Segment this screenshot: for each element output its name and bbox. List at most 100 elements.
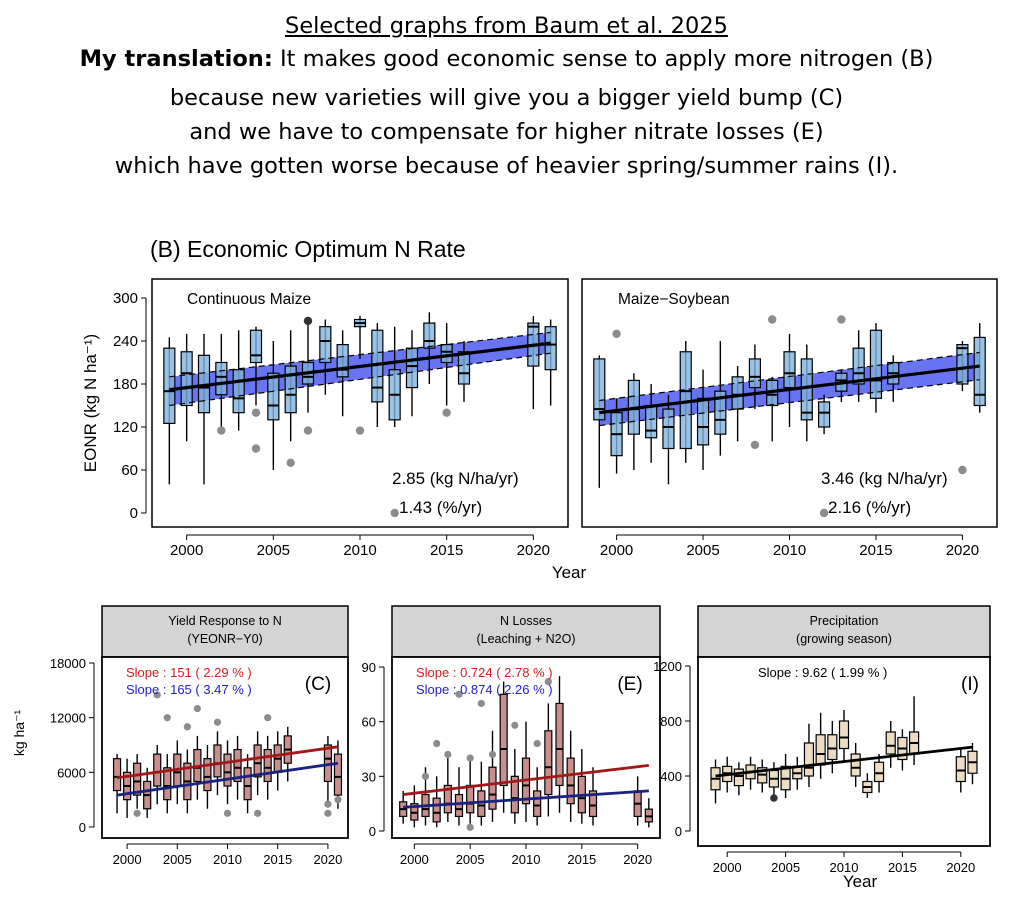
outlier-b2-0 [612,329,621,339]
outlier-e-1 [433,739,441,748]
box-i-10 [827,734,838,761]
annotation-pct-b2: 2.16 (%/yr) [828,498,911,517]
header-line-1: Selected graphs from Baum et al. 2025 [285,13,728,39]
x-tick-label-i-1: 2005 [771,860,800,875]
y-tick-label-c-0: 0 [79,820,86,835]
y-tick-label-c-3: 18000 [50,656,86,671]
x-tick-label-e-2: 2010 [512,852,541,867]
y-tick-label-b1-0: 0 [130,505,138,522]
outlier-e-5 [477,699,485,708]
x-tick-label-b2-0: 2000 [600,542,633,559]
x-tick-label-b2-1: 2005 [686,542,719,559]
x-tick-label-b1-4: 2020 [517,542,550,559]
legend-entry-c-1: Slope : 165 ( 3.47 % ) [126,682,252,697]
panel-tag-c: (C) [305,674,331,695]
box-b2-9 [748,358,762,389]
box-i-15 [885,731,896,755]
box-c-5 [163,767,172,801]
outlier-b1-2 [251,444,261,453]
header-line-2-bold: My translation: [79,46,273,72]
box-b1-15 [423,322,436,349]
strip-title-e: N Losses [500,614,552,628]
outlier-c-0 [133,809,141,817]
panel-tag-i: (I) [961,674,979,695]
box-b2-3 [645,404,658,439]
x-tick-label-c-0: 2000 [113,852,142,867]
box-b1-4 [232,369,245,414]
y-tick-label-c-2: 12000 [50,711,86,726]
x-tick-label-i-2: 2010 [830,860,859,875]
box-b2-19 [973,336,986,407]
box-c-0 [112,758,122,792]
box-b2-7 [714,390,727,435]
trend-line-b1-0 [169,341,551,392]
box-b2-15 [852,347,865,385]
outlier-c-4 [193,704,201,713]
header-line-2: My translation: It makes good economic s… [0,45,1013,74]
box-b2-12 [800,358,813,421]
y-tick-label-i-0: 0 [675,824,682,839]
outlier-c-7 [254,809,262,817]
outlier-b2-1 [750,440,760,450]
x-tick-label-b1-2: 2010 [343,542,376,559]
header-line-2-rest: It makes good economic sense to apply mo… [272,46,934,72]
x-tick-label-i-3: 2015 [888,860,917,875]
box-i-9 [815,734,826,766]
panel-label-b1: Continuous Maize [187,291,311,308]
annotation-rate-b2: 3.46 (kg N/ha/yr) [821,469,948,488]
group-title-b: (B) Economic Optimum N Rate [150,236,466,262]
xlabel-b: Year [552,563,587,582]
ylabel-b1: EONR (kg N ha⁻¹) [81,334,100,472]
legend-entry-c-0: Slope : 151 ( 2.29 % ) [126,665,252,680]
outlier-b2-3 [837,315,846,324]
x-tick-label-c-1: 2005 [163,852,192,867]
outlier-e-3 [455,690,463,698]
outlier-c-9 [324,809,332,817]
box-e-7 [477,790,486,818]
box-e-9 [499,693,508,787]
y-tick-label-b1-2: 120 [113,419,138,436]
y-tick-label-i-1: 400 [660,769,682,784]
box-b2-16 [869,329,883,399]
box-c-14 [253,744,262,778]
header-line-5: which have gotten worse because of heavi… [114,153,899,179]
band-lower-b1 [169,352,551,407]
panel-tag-e: (E) [617,674,642,695]
box-b1-17 [457,351,471,385]
annotation-rate-b1: 2.85 (kg N/ha/yr) [392,469,519,488]
box-b1-6 [267,372,280,421]
box-c-10 [213,744,222,778]
y-tick-label-e-1: 30 [362,769,376,784]
trend-line-c-0 [116,745,339,780]
box-b2-8 [731,376,744,410]
box-i-14 [873,761,885,783]
outlier-b1-3 [286,458,295,468]
xlabel-i: Year [843,872,878,891]
outlier-e-7 [511,721,519,729]
x-tick-label-e-4: 2020 [623,852,652,867]
box-e-5 [454,793,464,818]
legend-entry-i-0: Slope : 9.62 ( 1.99 % ) [758,665,887,680]
outlier-dark-i-0 [770,794,778,802]
outlier-e-10 [466,823,474,831]
x-tick-label-b2-2: 2010 [773,542,806,559]
outlier-b1-7 [390,508,399,518]
outlier-b1-6 [442,408,451,417]
y-tick-label-e-2: 60 [362,715,376,730]
trend-line-i-0 [715,745,973,778]
box-b1-9 [319,326,332,364]
y-tick-label-i-2: 800 [660,714,682,729]
outlier-c-10 [324,800,332,808]
box-c-2 [133,762,142,796]
box-c-19 [333,753,343,796]
outlier-b1-1 [251,408,261,417]
trend-line-e-0 [403,764,649,796]
x-tick-label-i-4: 2020 [946,860,975,875]
box-b1-19 [544,326,557,371]
box-i-2 [733,768,744,787]
outlier-dark-b1-0 [303,316,313,326]
legend-entry-e-0: Slope : 0.724 ( 2.78 % ) [416,665,553,680]
outlier-b2-5 [819,508,829,518]
y-tick-label-i-3: 1200 [653,659,682,674]
header-line-4: and we have to compensate for higher nit… [189,119,824,145]
